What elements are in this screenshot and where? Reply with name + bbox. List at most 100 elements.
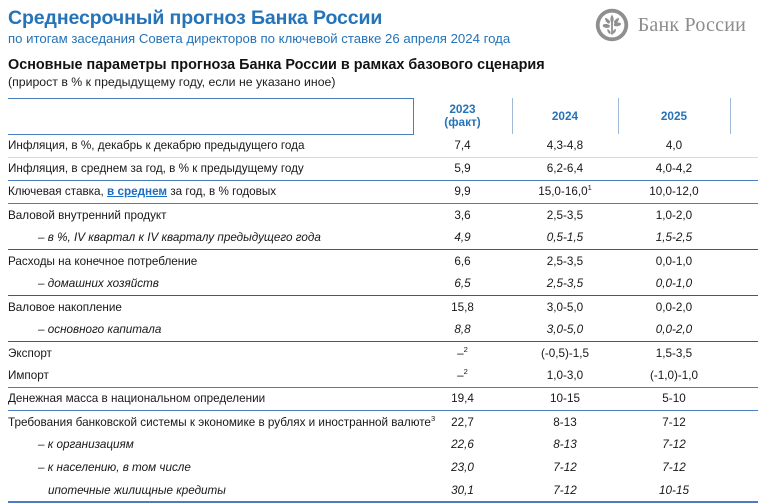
row-value-2023: 4,9 [413, 226, 512, 250]
row-label: Валовой внутренний продукт [8, 203, 413, 226]
value-text: 3,6 [454, 208, 471, 222]
column-header-2025: 2025 [617, 98, 730, 135]
row-label: – домашних хозяйств [8, 272, 413, 296]
row-value-2026: 1,5-2,5 [730, 203, 758, 226]
value-text: 4,3-4,8 [546, 139, 584, 153]
value-text: 0,5-1,5 [546, 231, 584, 245]
value-text: 8,8 [454, 323, 471, 337]
row-value-2026: 1,5-2,5 [730, 226, 758, 250]
value-text: 30,1 [451, 483, 474, 497]
table-row: Денежная масса в национальном определени… [8, 387, 758, 411]
row-value-2025: 1,5-2,5 [618, 226, 730, 250]
value-text: 7-12 [662, 415, 686, 429]
column-header-2026: 2026 [729, 98, 758, 135]
value-text: 8-13 [553, 415, 577, 429]
row-label: Валовое накопление [8, 295, 413, 318]
value-text: 2,5-3,5 [546, 208, 584, 222]
row-value-2025: 0,0-2,0 [618, 318, 730, 342]
page-subtitle: по итогам заседания Совета директоров по… [8, 30, 511, 46]
row-value-2026: 8-13 [730, 456, 758, 479]
row-value-2026: 4,0 [730, 157, 758, 181]
row-label-text: – основного капитала [38, 323, 162, 337]
value-text: 10-15 [550, 392, 580, 406]
row-value-2024: 4,3-4,8 [512, 134, 618, 158]
row-label: – к населению, в том числе [8, 456, 413, 479]
value-text: 6,5 [454, 277, 471, 291]
row-label-text: Инфляция, в среднем за год, в % к предыд… [8, 162, 304, 176]
row-value-2023: 22,7 [413, 410, 512, 433]
row-value-2023: –2 [413, 364, 512, 388]
table-row: Валовой внутренний продукт 3,6 2,5-3,5 1,0-… [8, 203, 758, 226]
row-label-link[interactable]: в среднем [107, 185, 168, 199]
value-text: 2,5-3,5 [546, 277, 584, 291]
section-note: (прирост в % к предыдущему году, если не… [8, 75, 336, 89]
row-value-2026: 1,5-2,5 [730, 272, 758, 296]
table-row: – к населению, в том числе 23,0 7-12 7-12 8-… [8, 456, 758, 479]
table-row: – к организациям 22,6 8-13 7-12 8-13 [8, 433, 758, 456]
value-text: 6,2-6,4 [546, 162, 584, 176]
value-text: – [457, 369, 464, 383]
footnote-marker: 3 [430, 413, 436, 423]
footnote-marker: 1 [587, 183, 592, 193]
value-text: (-0,5)-1,5 [540, 346, 590, 360]
row-label: – к организациям [8, 433, 413, 456]
table-header-row: 2023 (факт) 2024 2025 2026 [8, 97, 758, 135]
row-value-2025: 10-15 [618, 479, 730, 503]
row-label-text: Инфляция, в %, декабрь к декабрю предыду… [8, 139, 305, 153]
row-value-2023: 19,4 [413, 387, 512, 411]
row-value-2025: 7-12 [618, 456, 730, 479]
row-value-2026: 1,0-3,0 [730, 364, 758, 388]
row-value-2026: 1,5-2,5 [730, 249, 758, 272]
row-value-2024: 7-12 [512, 479, 618, 503]
row-value-2026: 1,0-3,0 [730, 318, 758, 342]
row-value-2023: 7,4 [413, 134, 512, 158]
page-title: Среднесрочный прогноз Банка России [8, 7, 383, 29]
row-value-2024: 2,5-3,5 [512, 272, 618, 296]
row-value-2024: 0,5-1,5 [512, 226, 618, 250]
footnote-marker: 2 [463, 344, 468, 354]
page-header: Среднесрочный прогноз Банка России по ит… [0, 0, 758, 52]
row-label-text: ипотечные жилищные кредиты [48, 483, 226, 497]
row-value-2024: 7-12 [512, 456, 618, 479]
row-value-2024: 6,2-6,4 [512, 157, 618, 181]
logo-label: Банк России [637, 13, 746, 36]
row-value-2024: 8-13 [512, 410, 618, 433]
row-label-text: Расходы на конечное потребление [8, 254, 198, 268]
row-value-2023: 8,8 [413, 318, 512, 342]
row-label-text: Импорт [8, 369, 49, 383]
row-label: Инфляция, в среднем за год, в % к предыд… [8, 157, 413, 181]
value-text: 5,9 [454, 162, 471, 176]
row-label-text: – к организациям [38, 438, 134, 452]
row-value-2024: 10-15 [512, 387, 618, 411]
row-value-2023: 6,5 [413, 272, 512, 296]
row-value-2024: 2,5-3,5 [512, 203, 618, 226]
table-row: Расходы на конечное потребление 6,6 2,5-3,… [8, 249, 758, 272]
table-row: Инфляция, в среднем за год, в % к предыд… [8, 157, 758, 181]
row-value-2023: 3,6 [413, 203, 512, 226]
table-row: – в %, IV квартал к IV кварталу предыдущ… [8, 226, 758, 250]
row-value-2026: 8-13 [730, 433, 758, 456]
value-text: 15,8 [451, 300, 474, 314]
row-value-2024: 1,0-3,0 [512, 364, 618, 388]
value-text: 0,0-2,0 [655, 300, 693, 314]
row-value-2025: 7-12 [618, 410, 730, 433]
row-label: – основного капитала [8, 318, 413, 342]
table-body: Инфляция, в %, декабрь к декабрю предыду… [8, 134, 758, 503]
value-text: 0,0-1,0 [655, 254, 693, 268]
row-value-2023: –2 [413, 341, 512, 364]
row-value-2024: 8-13 [512, 433, 618, 456]
row-label-text: Валовой внутренний продукт [8, 208, 167, 222]
row-value-2025: (-1,0)-1,0 [618, 364, 730, 388]
row-value-2024: (-0,5)-1,5 [512, 341, 618, 364]
table-row: Валовое накопление 15,8 3,0-5,0 0,0-2,0 1,0-… [8, 295, 758, 318]
row-value-2024: 15,0-16,01 [512, 180, 618, 204]
footnote-marker: 2 [463, 367, 468, 377]
forecast-table: 2023 (факт) 2024 2025 2026 Инфляция, в %… [8, 97, 758, 503]
value-text: 8-13 [553, 438, 577, 452]
table-row: – домашних хозяйств 6,5 2,5-3,5 0,0-1,0 1,5-… [8, 272, 758, 296]
row-value-2026: 4,0 [730, 134, 758, 158]
column-header-2023-year: 2023 [449, 101, 476, 116]
value-text: 0,0-2,0 [655, 323, 693, 337]
table-row: Импорт –2 1,0-3,0 (-1,0)-1,0 1,0-3,0 [8, 364, 758, 388]
column-header-2023: 2023 (факт) [412, 98, 512, 135]
